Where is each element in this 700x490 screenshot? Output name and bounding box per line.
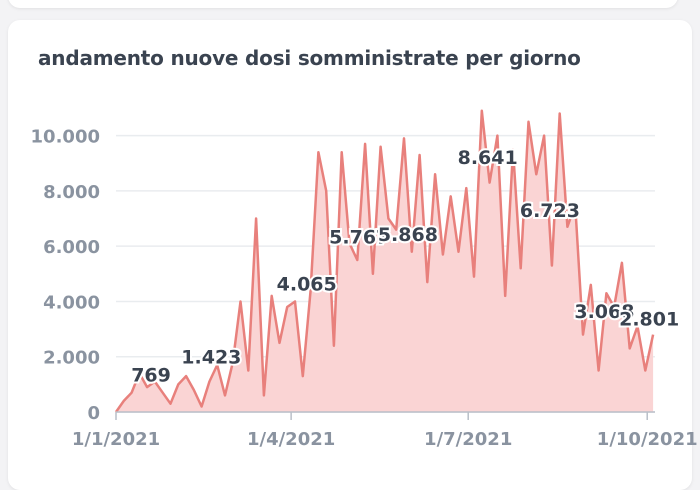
x-axis-ticks: 1/1/2021 1/4/2021 1/7/2021 1/10/2021 [72, 411, 698, 450]
previous-card [8, 0, 678, 8]
data-label: 8.641 [458, 147, 518, 169]
data-label: 4.065 [277, 274, 337, 296]
x-tick-label: 1/4/2021 [247, 429, 335, 450]
y-axis-ticks: 0 2.000 4.000 6.000 8.000 10.000 [31, 127, 100, 424]
y-tick-label: 2.000 [43, 348, 100, 369]
data-label: 6.723 [520, 200, 580, 222]
series-line [114, 109, 655, 413]
x-tick-label: 1/1/2021 [72, 429, 160, 450]
y-tick-label: 0 [87, 403, 100, 424]
data-label: 5.868 [378, 224, 438, 246]
dose-trend-chart: 0 2.000 4.000 6.000 8.000 10.000 1/1/2021 1/4/… [31, 109, 698, 450]
x-tick-label: 1/10/2021 [597, 429, 698, 450]
y-tick-label: 4.000 [43, 292, 100, 313]
data-label: 5.767 [329, 227, 389, 249]
chart-title: andamento nuove dosi somministrate per g… [38, 46, 581, 70]
data-label: 769 [131, 365, 171, 387]
y-tick-label: 8.000 [43, 182, 100, 203]
data-label: 2.801 [619, 309, 679, 331]
data-label: 3.068 [574, 301, 634, 323]
chart-area-layer [114, 109, 655, 413]
y-tick-label: 10.000 [31, 127, 100, 148]
x-tick-label: 1/7/2021 [424, 429, 512, 450]
data-label: 1.423 [181, 347, 241, 369]
y-tick-label: 6.000 [43, 237, 100, 258]
